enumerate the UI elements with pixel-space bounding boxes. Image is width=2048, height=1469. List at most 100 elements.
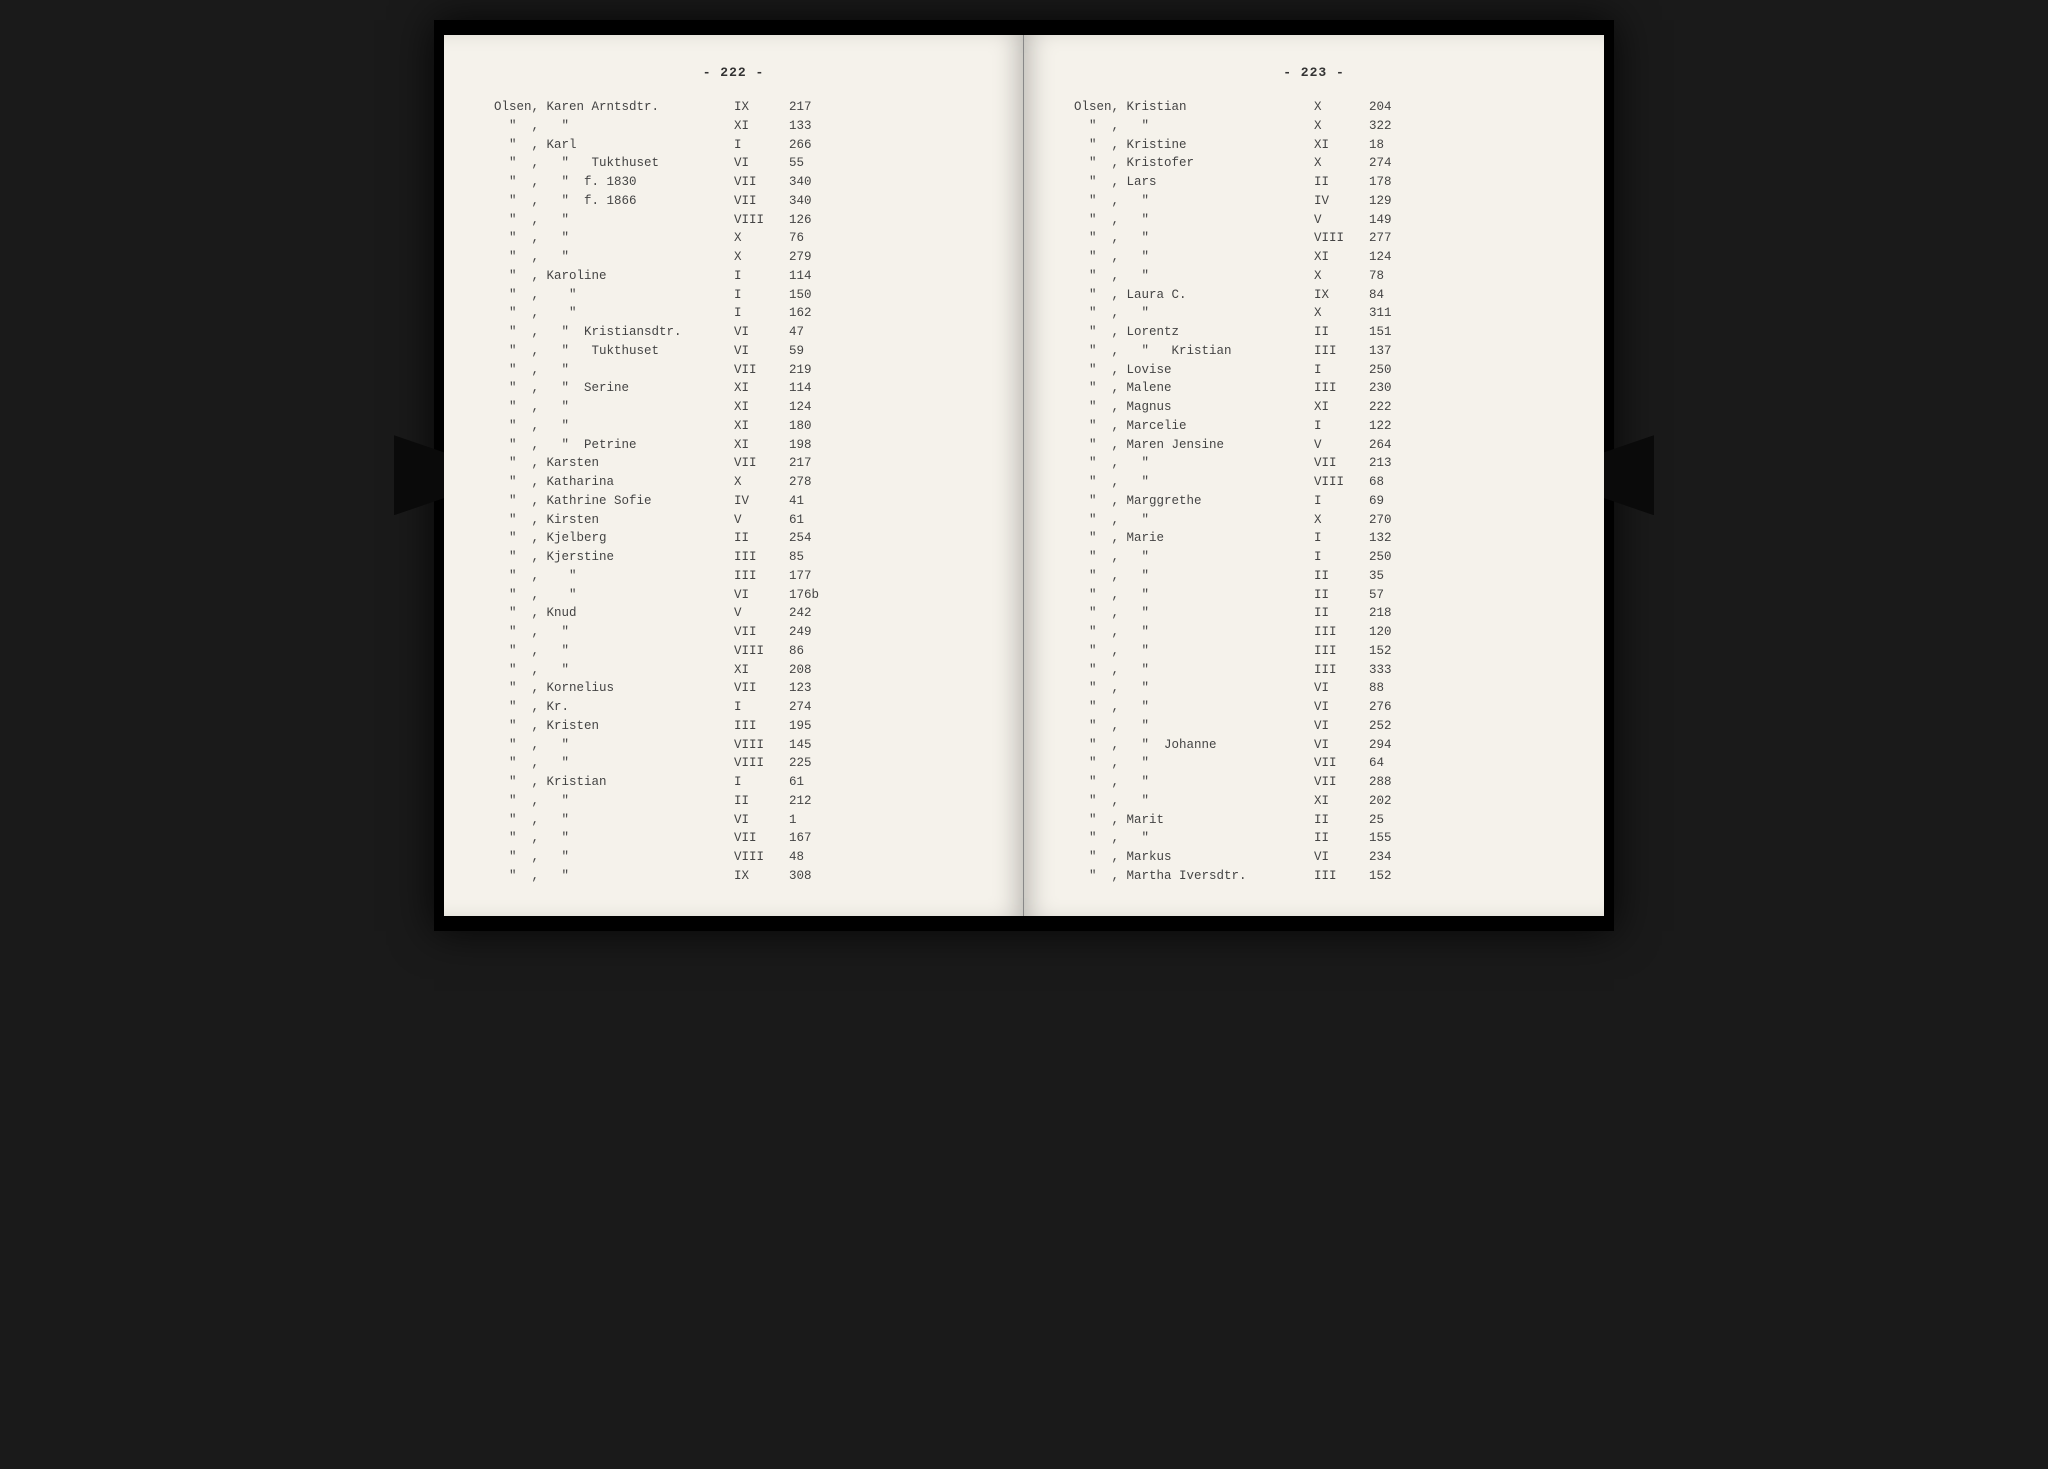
entry-volume: X [1314,304,1369,323]
index-entry: " , "VI176b [494,586,973,605]
index-entry: " , "VIII126 [494,211,973,230]
entry-page: 133 [789,117,839,136]
entry-volume: X [1314,267,1369,286]
entry-volume: VII [1314,754,1369,773]
entry-volume: V [1314,211,1369,230]
entry-page: 129 [1369,192,1419,211]
entry-volume: III [734,548,789,567]
entry-page: 176b [789,586,839,605]
entry-volume: VI [1314,698,1369,717]
entry-name: " , " [494,117,734,136]
index-entry: " , "IV129 [1074,192,1554,211]
entry-name: " , " Petrine [494,436,734,455]
index-entry: " , Maren JensineV264 [1074,436,1554,455]
entry-name: " , " [494,567,734,586]
entry-volume: XI [1314,136,1369,155]
entry-page: 48 [789,848,839,867]
index-entry: " , "XI133 [494,117,973,136]
entry-volume: VII [1314,773,1369,792]
index-entry: " , "III177 [494,567,973,586]
entry-name: " , " Kristian [1074,342,1314,361]
entry-volume: I [1314,492,1369,511]
entry-name: " , " [1074,473,1314,492]
entry-name: " , " [1074,304,1314,323]
entry-page: 195 [789,717,839,736]
entry-volume: III [1314,342,1369,361]
index-entry: " , "II212 [494,792,973,811]
entry-volume: I [1314,548,1369,567]
entry-name: " , " [494,417,734,436]
entry-volume: XI [734,436,789,455]
index-entry: " , "X322 [1074,117,1554,136]
entry-page: 230 [1369,379,1419,398]
entry-volume: XI [1314,398,1369,417]
entry-page: 213 [1369,454,1419,473]
entry-page: 150 [789,286,839,305]
index-entry: " , " KristianIII137 [1074,342,1554,361]
index-entry: " , MarkusVI234 [1074,848,1554,867]
entry-name: " , Katharina [494,473,734,492]
entry-page: 250 [1369,548,1419,567]
entry-volume: VI [1314,848,1369,867]
entry-volume: X [1314,154,1369,173]
entry-page: 123 [789,679,839,698]
entry-page: 114 [789,379,839,398]
index-entry: " , "X311 [1074,304,1554,323]
index-entry: " , "XI202 [1074,792,1554,811]
entry-page: 68 [1369,473,1419,492]
entry-name: " , " [1074,117,1314,136]
entry-name: " , " [1074,717,1314,736]
entry-page: 274 [789,698,839,717]
entry-volume: VII [734,623,789,642]
entry-name: " , " [494,736,734,755]
index-entry: " , "VII167 [494,829,973,848]
entry-volume: IV [734,492,789,511]
entry-volume: XI [734,661,789,680]
entry-page: 252 [1369,717,1419,736]
entry-page: 167 [789,829,839,848]
entry-name: " , " [1074,623,1314,642]
entry-volume: VI [1314,736,1369,755]
entry-volume: VII [734,361,789,380]
index-entry: " , "VI1 [494,811,973,830]
entry-page: 242 [789,604,839,623]
entry-volume: X [1314,117,1369,136]
index-entry: " , "VI88 [1074,679,1554,698]
entry-page: 308 [789,867,839,886]
entry-volume: II [734,792,789,811]
index-entry: " , "VII219 [494,361,973,380]
entry-name: " , " Tukthuset [494,342,734,361]
entry-name: " , " [1074,267,1314,286]
entry-page: 340 [789,173,839,192]
entry-volume: X [1314,511,1369,530]
entry-volume: VI [734,342,789,361]
entry-volume: V [1314,436,1369,455]
entry-volume: V [734,511,789,530]
entry-name: " , " [494,754,734,773]
entry-volume: III [1314,379,1369,398]
page-number-right: - 223 - [1074,65,1554,80]
index-entry: " , "XI180 [494,417,973,436]
entry-volume: VI [734,811,789,830]
index-entry: " , "XI124 [494,398,973,417]
entry-volume: II [1314,811,1369,830]
index-entry: " , " Kristiansdtr.VI47 [494,323,973,342]
entry-name: " , " [1074,773,1314,792]
entry-page: 152 [1369,867,1419,886]
entry-page: 78 [1369,267,1419,286]
entry-name: " , Kristian [494,773,734,792]
entry-volume: I [734,304,789,323]
book-spread: - 222 - Olsen, Karen Arntsdtr.IX217 " , … [434,20,1614,931]
entry-name: " , " [494,867,734,886]
entry-name: " , Kjerstine [494,548,734,567]
entry-page: 277 [1369,229,1419,248]
entry-name: " , Malene [1074,379,1314,398]
index-entry: " , "XI208 [494,661,973,680]
entry-page: 225 [789,754,839,773]
index-entry: " , "III120 [1074,623,1554,642]
entry-page: 145 [789,736,839,755]
entry-page: 204 [1369,98,1419,117]
index-entry: " , KirstenV61 [494,511,973,530]
entry-name: " , Kristine [1074,136,1314,155]
entry-page: 250 [1369,361,1419,380]
